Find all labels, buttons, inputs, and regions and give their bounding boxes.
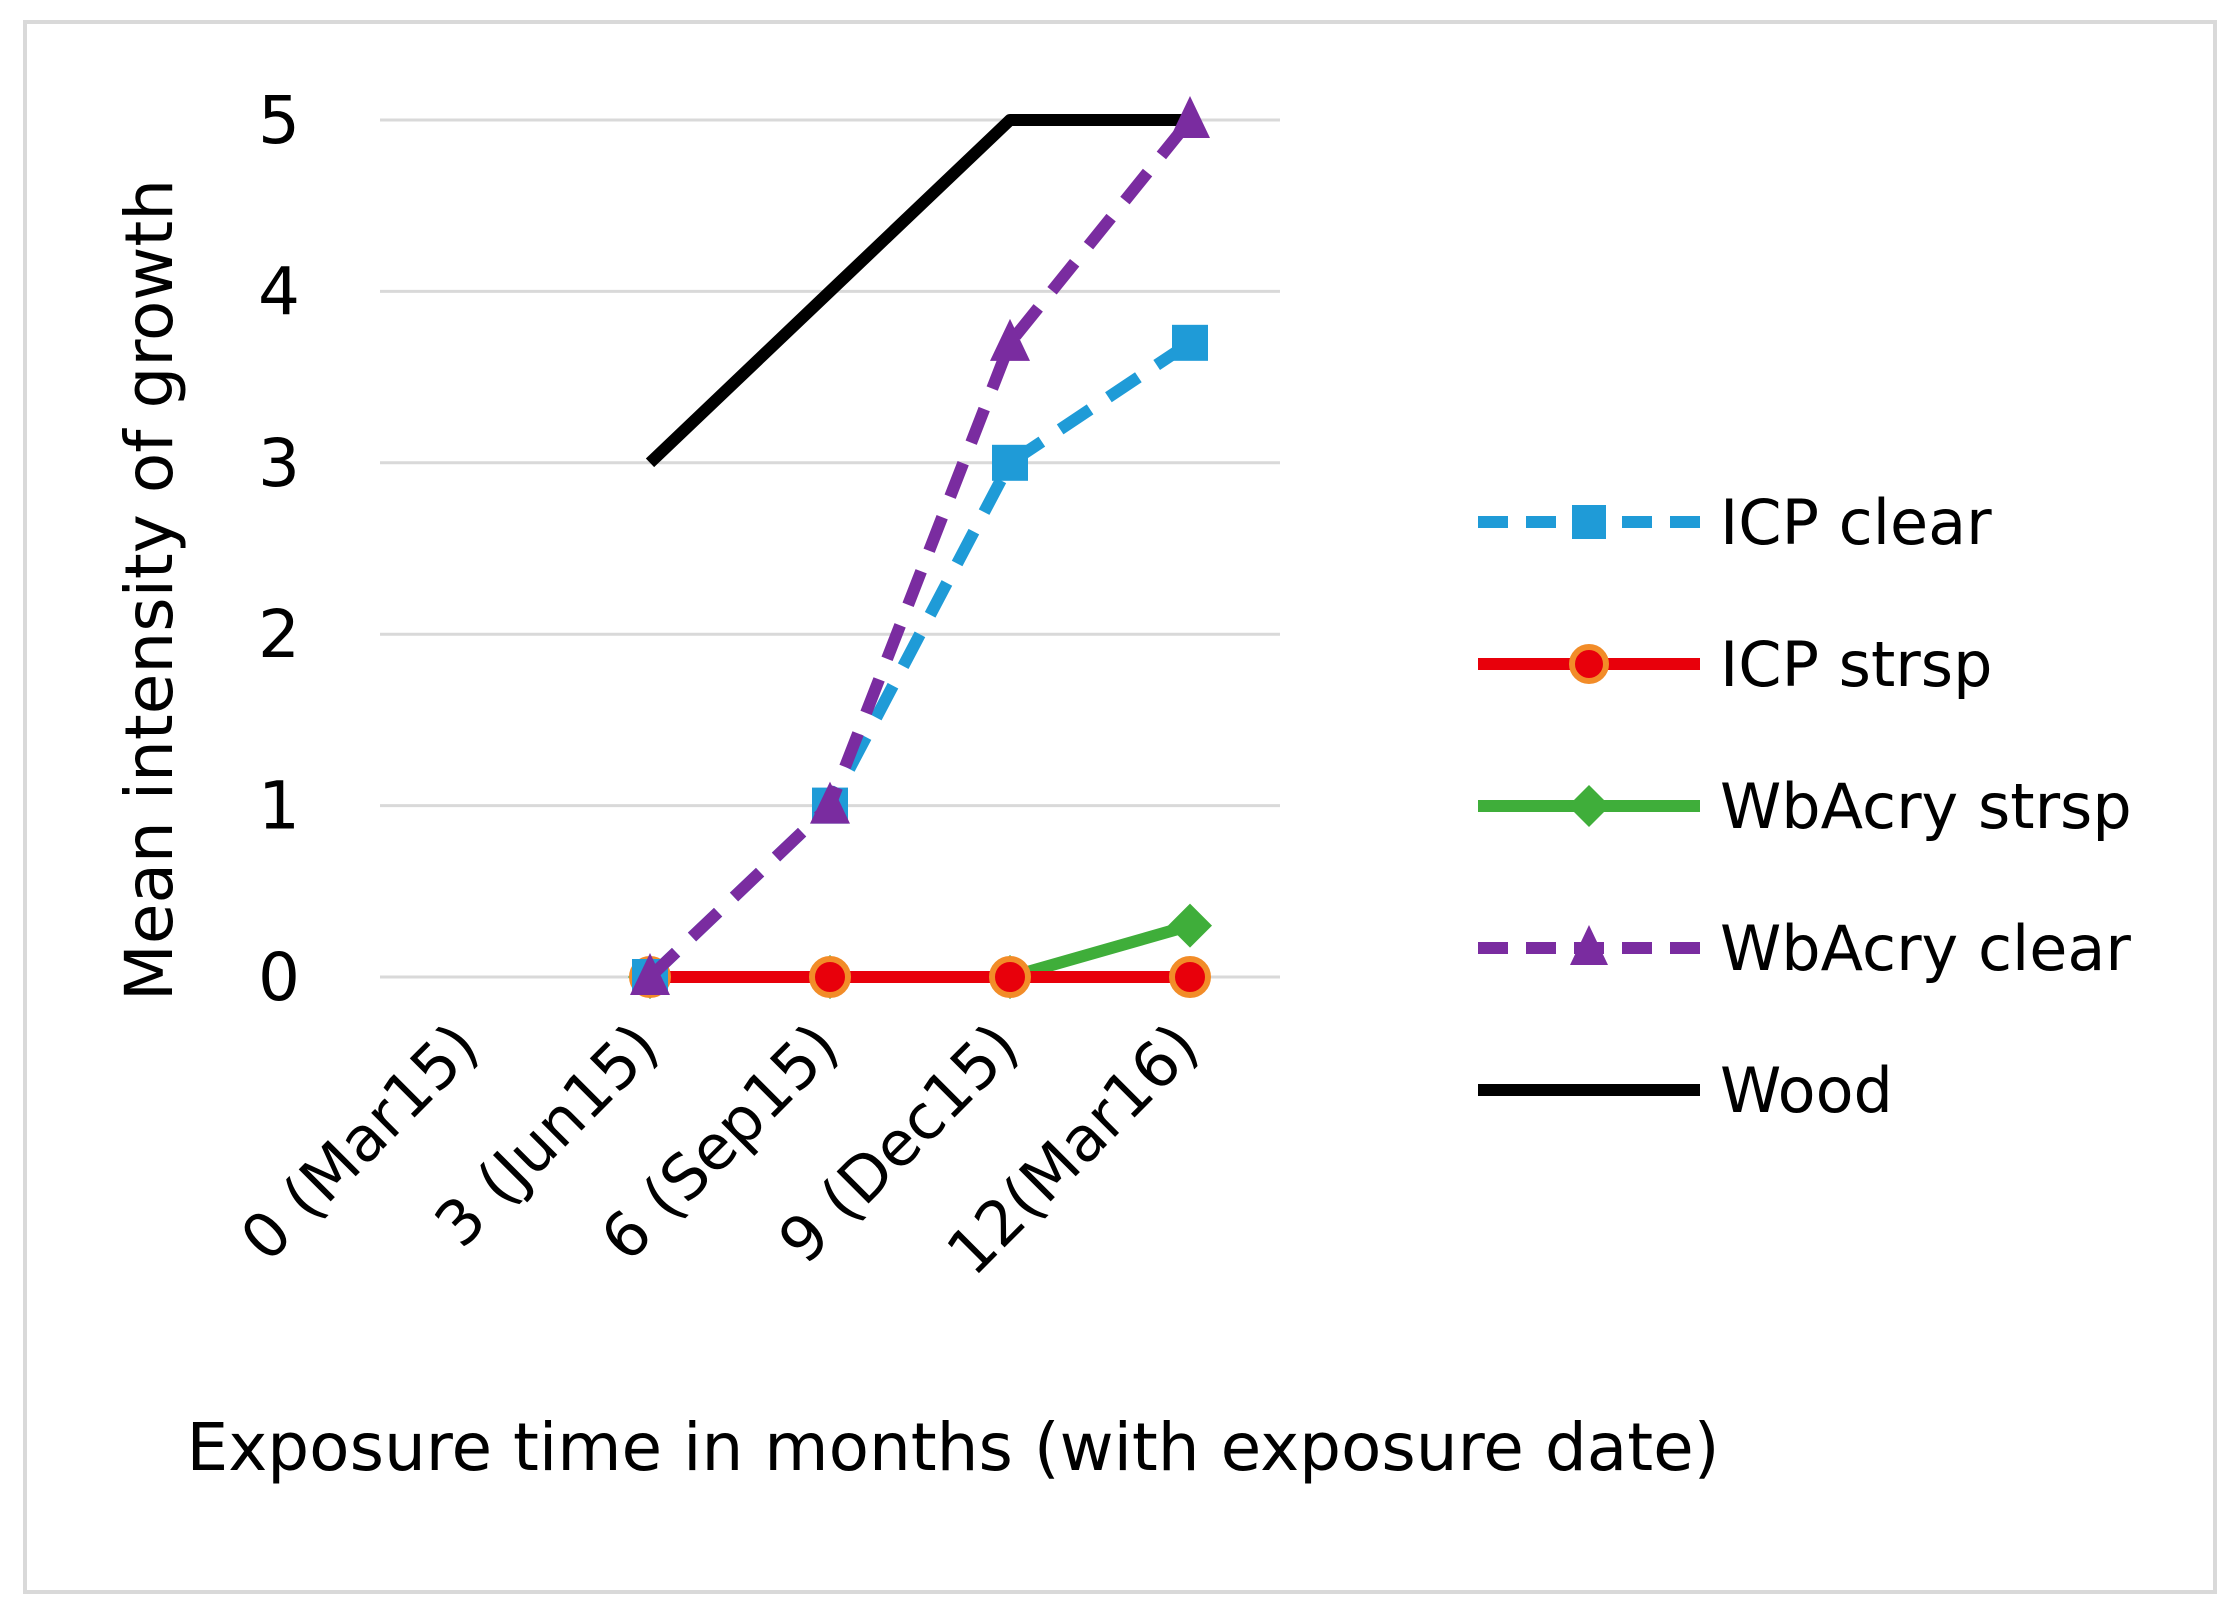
data-point-marker	[809, 956, 851, 998]
legend-item: WbAcry clear	[1478, 912, 2131, 985]
series-wood	[645, 114, 1190, 468]
legend-label: WbAcry clear	[1720, 912, 2131, 985]
series-wbacry-clear	[630, 96, 1210, 995]
data-point-marker	[1169, 956, 1211, 998]
data-point-marker	[1168, 903, 1212, 948]
legend-label: ICP strsp	[1720, 628, 1992, 701]
data-point-marker	[1569, 644, 1609, 684]
data-point-marker	[1170, 96, 1210, 138]
legend-label: Wood	[1720, 1054, 1893, 1127]
data-point-marker	[630, 953, 670, 995]
y-tick-labels: 0 1 2 3 4 5	[258, 82, 300, 1016]
legend-item: ICP strsp	[1478, 628, 1992, 701]
data-point-marker	[1572, 505, 1606, 539]
series-line	[645, 114, 1190, 468]
legend-item: WbAcry strsp	[1478, 770, 2132, 843]
y-tick-label: 5	[258, 82, 300, 159]
y-tick-label: 4	[258, 253, 300, 330]
data-point-marker	[1568, 785, 1610, 827]
data-point-marker	[810, 781, 850, 824]
data-point-marker	[1172, 324, 1208, 361]
legend-label: ICP clear	[1720, 486, 1992, 559]
y-axis-title: Mean intensity of growth	[111, 179, 188, 1001]
y-tick-label: 1	[258, 768, 300, 845]
y-tick-label: 2	[258, 596, 300, 673]
data-point-marker	[989, 956, 1031, 998]
data-point-marker	[1570, 925, 1608, 965]
legend-item: Wood	[1478, 1054, 1893, 1127]
legend: ICP clear ICP strsp WbAcry strsp WbAcry cle…	[1478, 486, 2132, 1127]
series-line	[645, 116, 1195, 982]
series-group	[628, 96, 1212, 999]
x-axis-title: Exposure time in months (with exposure d…	[187, 1409, 1720, 1486]
data-point-marker	[992, 444, 1028, 481]
data-point-marker	[990, 318, 1030, 361]
y-tick-label: 0	[258, 939, 300, 1016]
legend-item: ICP clear	[1478, 486, 1992, 559]
y-tick-label: 3	[258, 425, 300, 502]
legend-label: WbAcry strsp	[1720, 770, 2132, 843]
